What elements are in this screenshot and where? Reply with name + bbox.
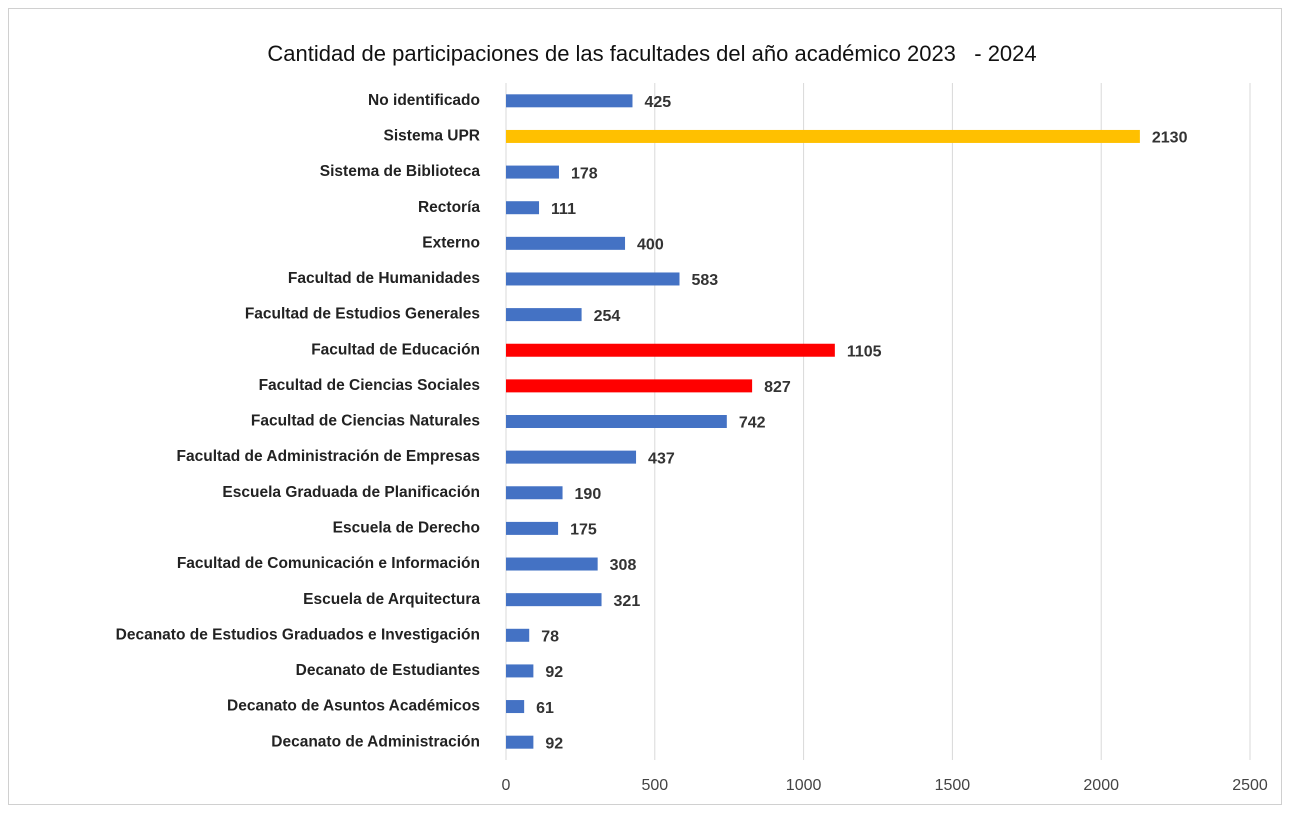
bar [506, 201, 540, 215]
bar [506, 593, 602, 607]
y-tick-label: Sistema UPR [384, 128, 480, 145]
y-tick-label: Facultad de Humanidades [288, 270, 480, 287]
value-label: 178 [571, 165, 598, 182]
y-tick-label: Escuela Graduada de Planificación [222, 484, 480, 501]
bar [506, 486, 563, 500]
x-tick-label: 2500 [1232, 777, 1268, 794]
x-tick-label: 2000 [1083, 777, 1119, 794]
y-tick-label: Facultad de Educación [311, 341, 480, 358]
value-label: 400 [637, 237, 664, 254]
bar [506, 700, 525, 714]
x-tick-label: 0 [502, 777, 511, 794]
y-tick-label: Sistema de Biblioteca [320, 163, 481, 180]
bar [506, 521, 559, 535]
bar [506, 735, 534, 749]
bar [506, 236, 626, 250]
y-tick-label: Facultad de Ciencias Sociales [259, 377, 480, 394]
bar [506, 628, 530, 642]
value-label: 92 [545, 664, 563, 681]
bar [506, 664, 534, 678]
value-label: 61 [536, 700, 554, 717]
y-tick-label: Decanato de Estudios Graduados e Investi… [116, 626, 480, 643]
value-label: 742 [739, 415, 766, 432]
y-tick-label: Rectoría [418, 199, 480, 216]
chart-border [8, 8, 1282, 805]
value-label: 827 [764, 379, 791, 396]
y-tick-label: Facultad de Estudios Generales [245, 306, 480, 323]
bar [506, 165, 559, 179]
y-tick-label: Decanato de Asuntos Académicos [227, 698, 480, 715]
bar [506, 308, 582, 322]
x-tick-label: 1000 [786, 777, 822, 794]
bar [506, 415, 727, 428]
value-label: 78 [541, 629, 559, 646]
y-tick-label: Escuela de Derecho [333, 519, 480, 536]
value-label: 111 [551, 201, 576, 218]
bar [506, 379, 753, 393]
x-tick-label: 1500 [935, 777, 971, 794]
value-label: 175 [570, 522, 597, 539]
value-label: 425 [644, 94, 671, 111]
bar [506, 450, 637, 464]
y-tick-label: Facultad de Administración de Empresas [177, 448, 480, 465]
value-label: 583 [692, 272, 719, 289]
bar [506, 272, 680, 286]
bar [506, 343, 835, 357]
value-label: 437 [648, 450, 675, 467]
value-label: 1105 [847, 343, 882, 360]
y-tick-label: Facultad de Comunicación e Información [177, 555, 480, 572]
value-label: 92 [545, 735, 563, 752]
y-tick-label: Externo [422, 234, 480, 251]
bar [506, 94, 633, 108]
y-tick-label: Decanato de Administración [271, 733, 480, 750]
y-tick-label: No identificado [368, 92, 480, 109]
value-label: 190 [575, 486, 602, 503]
x-tick-label: 500 [641, 777, 668, 794]
bar [506, 557, 598, 571]
y-tick-label: Decanato de Estudiantes [296, 662, 480, 679]
value-label: 321 [614, 593, 641, 610]
value-label: 2130 [1152, 130, 1188, 147]
y-tick-label: Facultad de Ciencias Naturales [251, 413, 480, 430]
bar [506, 129, 1140, 143]
chart-title: Cantidad de participaciones de las facul… [267, 41, 1036, 66]
value-label: 254 [594, 308, 621, 325]
value-label: 308 [610, 557, 637, 574]
y-tick-label: Escuela de Arquitectura [303, 591, 480, 608]
